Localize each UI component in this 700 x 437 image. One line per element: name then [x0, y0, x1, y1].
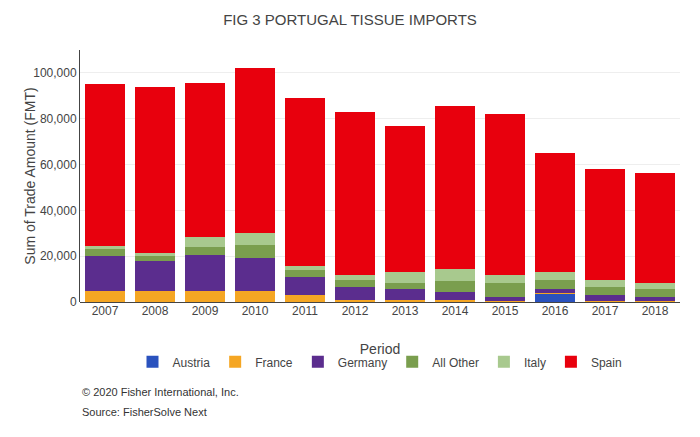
svg-text:2007: 2007	[92, 304, 119, 318]
svg-text:Spain: Spain	[591, 356, 622, 370]
svg-text:© 2020 Fisher International, I: © 2020 Fisher International, Inc.	[82, 386, 239, 398]
svg-text:80,000: 80,000	[40, 112, 77, 126]
svg-text:Period: Period	[360, 341, 400, 357]
svg-text:2016: 2016	[542, 304, 569, 318]
svg-text:2012: 2012	[342, 304, 369, 318]
svg-text:20,000: 20,000	[40, 249, 77, 263]
svg-text:FIG 3 PORTUGAL TISSUE IMPORTS: FIG 3 PORTUGAL TISSUE IMPORTS	[223, 11, 477, 28]
svg-text:France: France	[255, 356, 293, 370]
svg-text:2008: 2008	[142, 304, 169, 318]
svg-text:2010: 2010	[242, 304, 269, 318]
svg-text:2015: 2015	[492, 304, 519, 318]
svg-text:Austria: Austria	[173, 356, 211, 370]
svg-text:0: 0	[70, 295, 77, 309]
svg-text:Germany: Germany	[338, 356, 387, 370]
svg-text:2009: 2009	[192, 304, 219, 318]
svg-text:2011: 2011	[292, 304, 318, 318]
svg-text:2013: 2013	[392, 304, 419, 318]
svg-text:60,000: 60,000	[40, 158, 77, 172]
svg-text:Source: FisherSolve Next: Source: FisherSolve Next	[82, 406, 207, 418]
svg-text:2014: 2014	[442, 304, 469, 318]
svg-text:100,000: 100,000	[33, 66, 77, 80]
svg-text:2017: 2017	[592, 304, 619, 318]
svg-text:Italy: Italy	[524, 356, 546, 370]
svg-text:Sum of Trade Amount (FMT): Sum of Trade Amount (FMT)	[22, 87, 38, 264]
svg-text:All Other: All Other	[432, 356, 479, 370]
svg-text:2018: 2018	[642, 304, 669, 318]
svg-text:40,000: 40,000	[40, 204, 77, 218]
